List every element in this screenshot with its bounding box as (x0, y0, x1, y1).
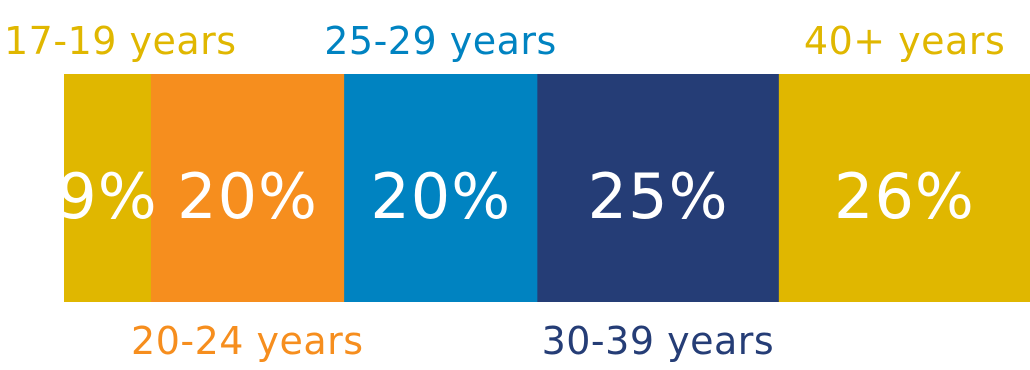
value-label-30-39-years: 25% (587, 160, 729, 233)
value-label-25-29-years: 20% (370, 160, 512, 233)
value-label-17-19-years: 9% (57, 160, 158, 233)
category-label-25-29-years: 25-29 years (324, 19, 557, 63)
category-label-20-24-years: 20-24 years (131, 319, 364, 363)
category-label-30-39-years: 30-39 years (541, 319, 775, 363)
category-label-17-19-years: 17-19 years (4, 19, 237, 63)
category-label-40plus-years: 40+ years (803, 19, 1006, 63)
value-label-20-24-years: 20% (177, 160, 318, 233)
bar-segment-17-19-years (64, 74, 152, 302)
value-label-40plus-years: 26% (834, 160, 975, 233)
bar-segment-30-39-years (537, 74, 780, 302)
bar-segment-25-29-years (344, 74, 538, 302)
bar-segment-20-24-years (150, 74, 345, 302)
bar-segment-40plus-years (778, 74, 1030, 302)
